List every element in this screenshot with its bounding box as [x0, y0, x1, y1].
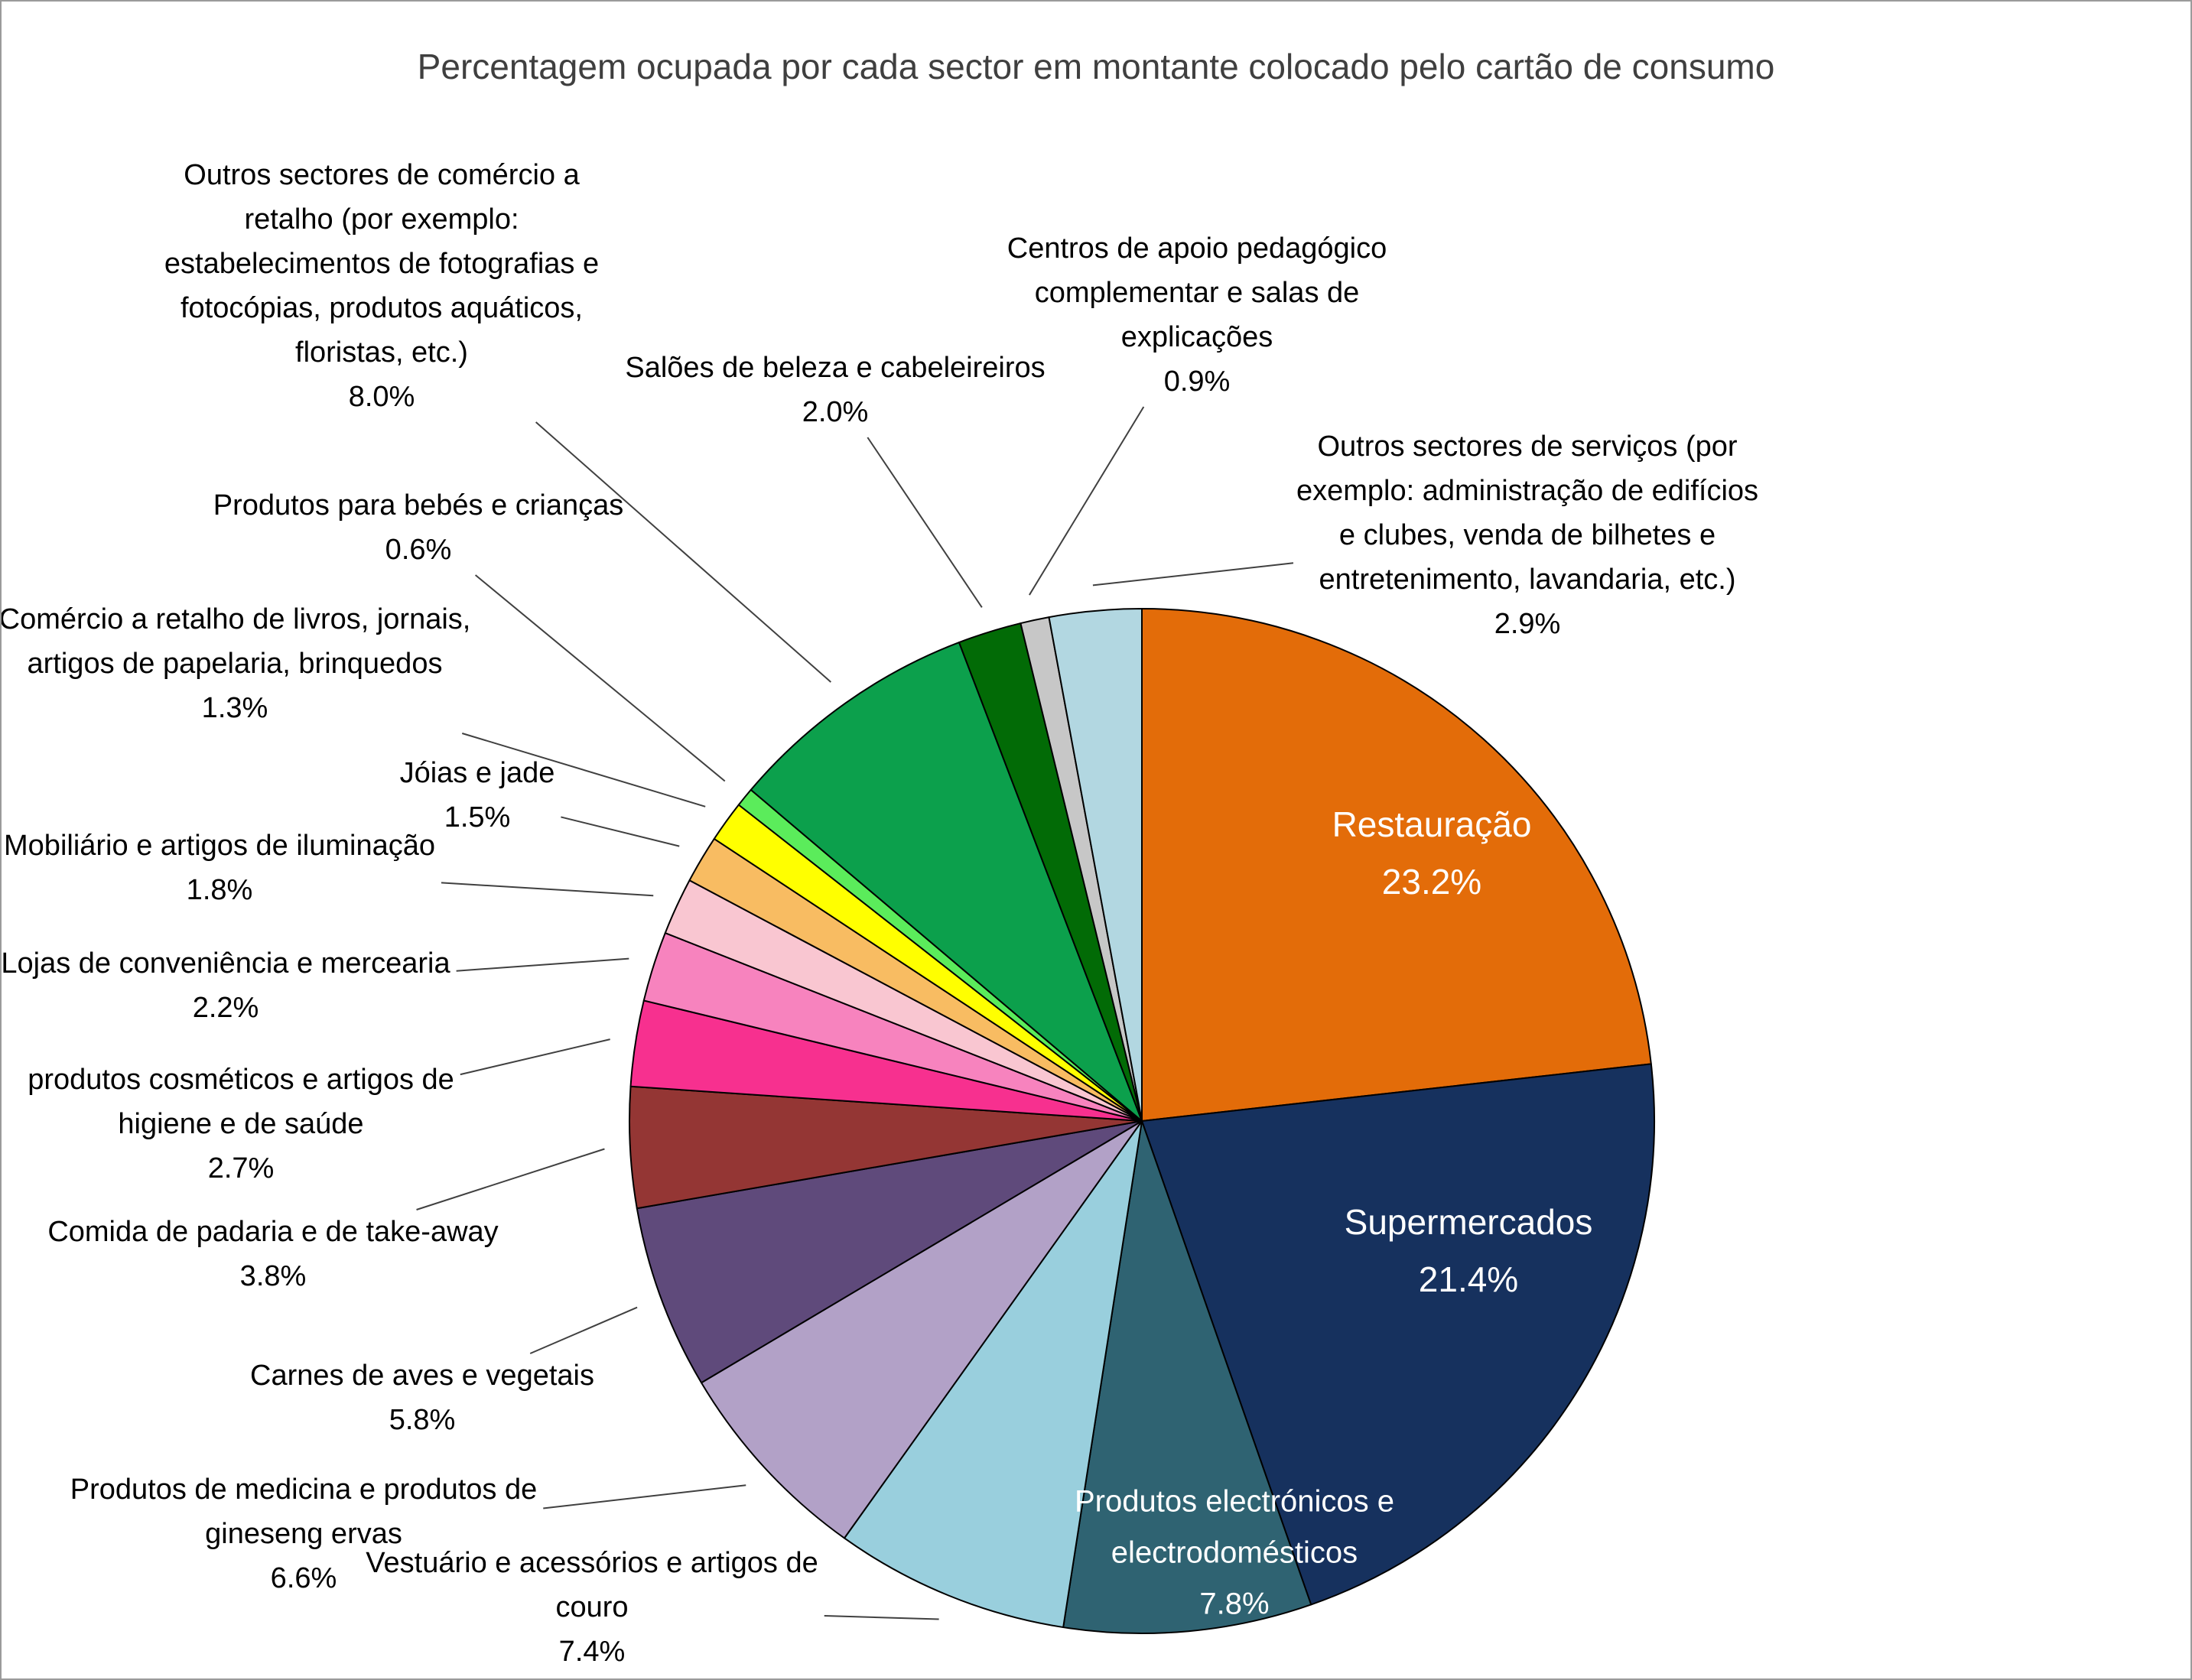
slice-label-electronicos: Produtos electrónicos e electrodomésticos… — [1075, 1477, 1394, 1630]
slice-label-supermercados: Supermercados 21.4% — [1345, 1194, 1593, 1308]
slice-label-outros-comercio: Outros sectores de comércio a retalho (po… — [164, 153, 599, 419]
pie-slice-supermercados — [1141, 1063, 1655, 1606]
slice-label-cosmeticos-percent: 2.7% — [207, 1152, 275, 1184]
slice-label-bebes-percent: 0.6% — [385, 534, 452, 566]
slice-label-lojas-percent: 2.2% — [192, 992, 259, 1024]
pie-slice-outros-comercio — [750, 642, 1143, 1122]
leader-line-outros-comercio — [535, 421, 831, 683]
slice-label-restauracao-percent: 23.2% — [1381, 862, 1482, 902]
slice-label-saloes: Salões de beleza e cabeleireiros 2.0% — [625, 346, 1045, 434]
slice-label-vestuario-line-2: couro — [555, 1591, 629, 1623]
chart-title: Percentagem ocupada por cada sector em m… — [417, 47, 1775, 86]
slice-label-bebes: Produtos para bebés e crianças 0.6% — [213, 483, 624, 572]
leader-line-cosmeticos — [460, 1038, 610, 1076]
slice-label-electronicos-line-2: electrodomésticos — [1111, 1535, 1358, 1570]
slice-label-supermercados-percent: 21.4% — [1418, 1259, 1519, 1299]
slice-label-outros-comercio-line-1: Outros sectores de comércio a — [184, 159, 580, 191]
slice-label-outros-comercio-line-5: floristas, etc.) — [295, 336, 468, 369]
slice-label-livros-line-1: Comércio a retalho de livros, jornais, — [0, 603, 471, 635]
slice-label-mobiliario: Mobiliário e artigos de iluminação 1.8% — [4, 824, 435, 912]
slice-label-centros-line-3: explicações — [1120, 321, 1273, 353]
leader-line-saloes — [867, 437, 983, 608]
leader-line-carnes — [529, 1306, 638, 1354]
slice-label-carnes-percent: 5.8% — [389, 1404, 456, 1436]
slice-label-restauracao-line-1: Restauração — [1332, 804, 1532, 844]
slice-label-medicina-line-1: Produtos de medicina e produtos de — [70, 1474, 538, 1506]
slice-label-electronicos-percent: 7.8% — [1199, 1587, 1270, 1621]
slice-label-electronicos-line-1: Produtos electrónicos e — [1074, 1484, 1395, 1519]
slice-label-carnes: Carnes de aves e vegetais 5.8% — [250, 1353, 594, 1442]
slice-label-livros-line-2: artigos de papelaria, brinquedos — [27, 648, 443, 680]
slice-label-cosmeticos-line-1: produtos cosméticos e artigos de — [28, 1064, 454, 1096]
slice-label-outros-servicos-percent: 2.9% — [1494, 608, 1561, 640]
slice-label-saloes-line-1: Salões de beleza e cabeleireiros — [625, 352, 1046, 384]
leader-line-vestuario — [824, 1615, 939, 1620]
slice-label-padaria-line-1: Comida de padaria e de take-away — [47, 1216, 499, 1248]
pie-slice-restauracao — [1141, 608, 1652, 1122]
slice-label-mobiliario-line-1: Mobiliário e artigos de iluminação — [4, 830, 435, 862]
slice-label-outros-comercio-line-4: fotocópias, produtos aquáticos, — [180, 292, 583, 324]
pie-slice-electronicos — [1062, 1120, 1312, 1634]
leader-line-centros — [1029, 406, 1145, 596]
slice-label-outros-comercio-line-2: retalho (por exemplo: — [244, 203, 519, 236]
slice-label-carnes-line-1: Carnes de aves e vegetais — [250, 1360, 594, 1392]
slice-label-medicina-line-2: gineseng ervas — [205, 1518, 402, 1550]
slice-label-outros-servicos-line-3: e clubes, venda de bilhetes e — [1338, 519, 1716, 551]
leader-line-joias — [561, 816, 680, 847]
slice-label-centros-line-1: Centros de apoio pedagógico — [1007, 232, 1387, 265]
slice-label-medicina: Produtos de medicina e produtos de ginese… — [70, 1467, 538, 1600]
slice-label-supermercados-line-1: Supermercados — [1344, 1202, 1593, 1242]
slice-label-outros-servicos-line-2: exemplo: administração de edifícios — [1296, 475, 1759, 507]
slice-label-livros-percent: 1.3% — [201, 692, 268, 724]
leader-line-medicina — [543, 1484, 746, 1509]
slice-label-outros-comercio-percent: 8.0% — [348, 381, 415, 413]
leader-line-padaria — [416, 1148, 605, 1210]
slice-label-vestuario: Vestuário e acessórios e artigos de couro… — [366, 1541, 818, 1674]
leader-line-mobiliario — [441, 882, 654, 897]
slice-label-lojas-line-1: Lojas de conveniência e mercearia — [1, 947, 450, 980]
slice-label-centros: Centros de apoio pedagógico complementar … — [1007, 226, 1387, 404]
slice-label-restauracao: Restauração 23.2% — [1332, 796, 1532, 911]
leader-line-livros — [461, 733, 706, 808]
slice-label-bebes-line-1: Produtos para bebés e crianças — [213, 489, 624, 522]
pie-slice-outros-servicos — [1048, 608, 1143, 1122]
slice-label-outros-servicos-line-4: entretenimento, lavandaria, etc.) — [1319, 564, 1736, 596]
slice-label-livros: Comércio a retalho de livros, jornais, ar… — [0, 597, 471, 730]
slice-label-padaria: Comida de padaria e de take-away 3.8% — [47, 1210, 498, 1298]
slice-label-lojas: Lojas de conveniência e mercearia 2.2% — [1, 941, 450, 1030]
slice-label-cosmeticos: produtos cosméticos e artigos de higiene … — [28, 1058, 454, 1191]
slice-label-mobiliario-percent: 1.8% — [186, 874, 253, 906]
slice-label-vestuario-line-1: Vestuário e acessórios e artigos de — [366, 1547, 818, 1579]
slice-label-joias-percent: 1.5% — [444, 801, 511, 834]
slice-label-padaria-percent: 3.8% — [239, 1260, 307, 1292]
pie-slice-carnes — [636, 1120, 1143, 1384]
leader-line-lojas — [456, 957, 629, 972]
pie-slice-vestuario — [843, 1120, 1143, 1629]
leader-line-bebes — [474, 574, 726, 782]
slice-label-centros-line-2: complementar e salas de — [1034, 277, 1360, 309]
slice-label-joias-line-1: Jóias e jade — [399, 757, 555, 789]
slice-label-centros-percent: 0.9% — [1163, 366, 1231, 398]
leader-line-outros-servicos — [1092, 562, 1294, 587]
slice-label-medicina-percent: 6.6% — [270, 1562, 337, 1594]
slice-label-outros-servicos-line-1: Outros sectores de serviços (por — [1317, 431, 1738, 463]
slice-label-outros-servicos: Outros sectores de serviços (por exemplo:… — [1296, 424, 1758, 646]
pie-slice-medicina — [701, 1120, 1143, 1539]
slice-label-vestuario-percent: 7.4% — [558, 1636, 626, 1668]
slice-label-cosmeticos-line-2: higiene e de saúde — [118, 1108, 364, 1140]
slice-label-saloes-percent: 2.0% — [802, 396, 869, 428]
slice-label-joias: Jóias e jade 1.5% — [400, 751, 555, 840]
slice-label-outros-comercio-line-3: estabelecimentos de fotografias e — [164, 248, 600, 280]
